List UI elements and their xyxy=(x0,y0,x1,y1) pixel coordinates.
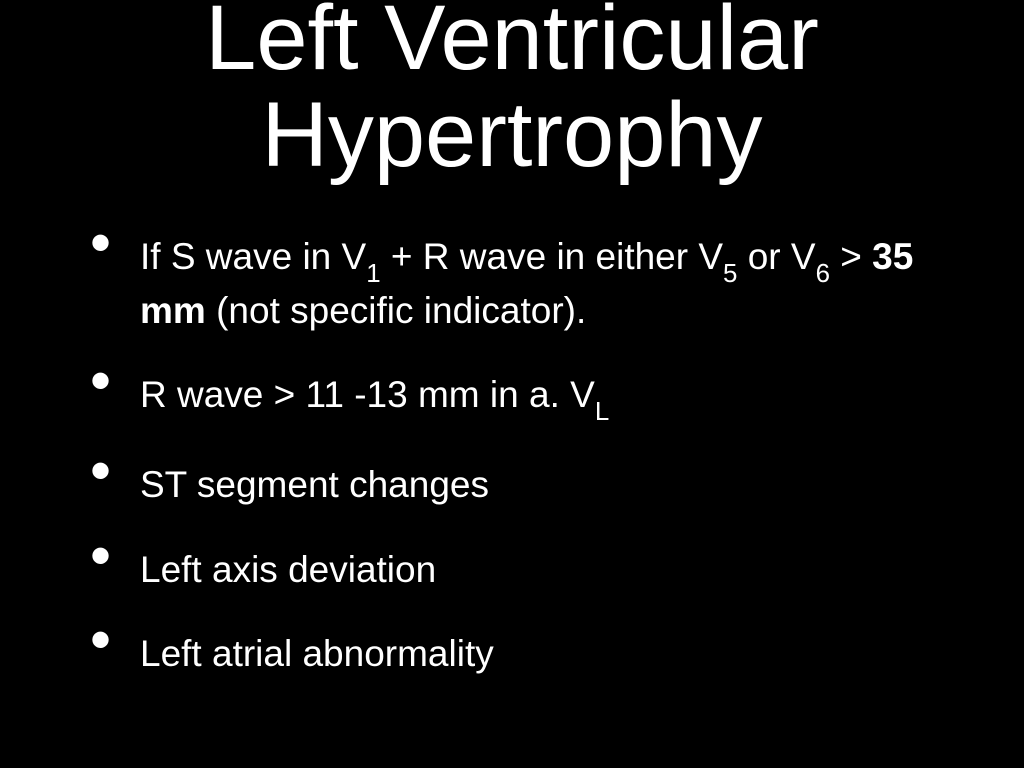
bullet-text-part: (not specific indicator). xyxy=(206,290,586,331)
bullet-text-part: ST segment changes xyxy=(140,464,489,505)
bullet-text-part: or V xyxy=(737,236,815,277)
bullet-item: R wave > 11 -13 mm in a. VL xyxy=(90,371,984,425)
bullet-text-part: Left atrial abnormality xyxy=(140,633,494,674)
title-line-1: Left Ventricular xyxy=(205,0,819,89)
bullet-text-part: Left axis deviation xyxy=(140,549,436,590)
bullet-text-part: 1 xyxy=(366,260,380,288)
bullet-item: ST segment changes xyxy=(90,461,984,509)
bullet-text-part: > xyxy=(830,236,872,277)
bullet-text-part: R wave > 11 -13 mm in a. V xyxy=(140,374,595,415)
bullet-text-part: 6 xyxy=(816,260,830,288)
slide: Left Ventricular Hypertrophy If S wave i… xyxy=(0,0,1024,758)
title-line-2: Hypertrophy xyxy=(261,84,762,186)
bullet-item: Left atrial abnormality xyxy=(90,630,984,678)
slide-title: Left Ventricular Hypertrophy xyxy=(0,0,1024,183)
bullet-text-part: 5 xyxy=(723,260,737,288)
bullet-text-part: L xyxy=(595,398,609,426)
bullet-item: If S wave in V1 + R wave in either V5 or… xyxy=(90,233,984,335)
bullet-text-part: + R wave in either V xyxy=(381,236,723,277)
bullet-item: Left axis deviation xyxy=(90,546,984,594)
bullet-list: If S wave in V1 + R wave in either V5 or… xyxy=(0,233,1024,678)
bullet-text-part: If S wave in V xyxy=(140,236,366,277)
